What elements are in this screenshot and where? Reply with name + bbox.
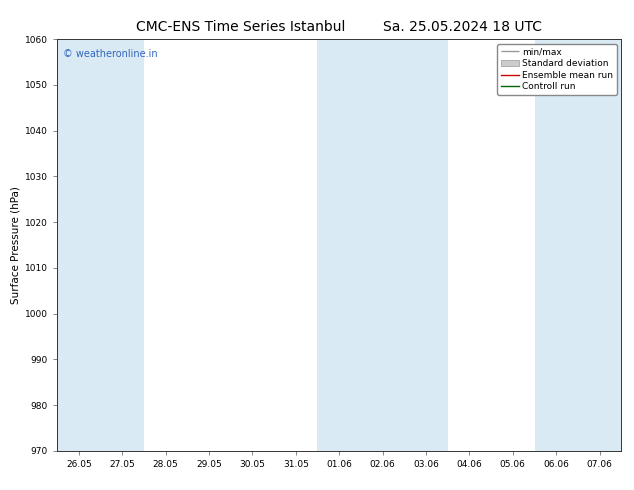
Legend: min/max, Standard deviation, Ensemble mean run, Controll run: min/max, Standard deviation, Ensemble me…	[497, 44, 617, 95]
Bar	[318, 39, 448, 451]
Bar	[57, 39, 144, 451]
Bar	[534, 39, 621, 451]
Text: Sa. 25.05.2024 18 UTC: Sa. 25.05.2024 18 UTC	[384, 20, 542, 34]
Y-axis label: Surface Pressure (hPa): Surface Pressure (hPa)	[11, 186, 21, 304]
Text: CMC-ENS Time Series Istanbul: CMC-ENS Time Series Istanbul	[136, 20, 346, 34]
Text: © weatheronline.in: © weatheronline.in	[63, 49, 157, 59]
